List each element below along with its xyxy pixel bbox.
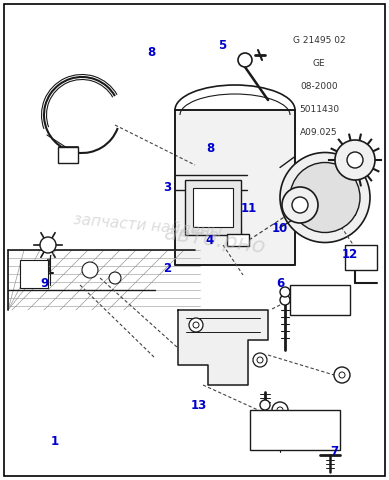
- Text: запчасти найдены: запчасти найдены: [73, 212, 223, 240]
- Circle shape: [292, 197, 308, 213]
- Text: 10: 10: [272, 221, 288, 235]
- Text: 11: 11: [241, 202, 257, 216]
- Polygon shape: [178, 310, 268, 385]
- Circle shape: [339, 372, 345, 378]
- Polygon shape: [175, 110, 295, 265]
- Text: 5011430: 5011430: [299, 106, 339, 114]
- Text: 1: 1: [51, 435, 58, 448]
- Text: 9: 9: [40, 276, 49, 290]
- Text: 6: 6: [276, 276, 284, 290]
- Bar: [20, 260, 48, 288]
- Bar: [250, 410, 340, 450]
- Text: 08-2000: 08-2000: [300, 83, 338, 91]
- Text: 13: 13: [190, 399, 207, 412]
- Circle shape: [109, 272, 121, 284]
- Ellipse shape: [280, 153, 370, 242]
- Circle shape: [282, 187, 318, 223]
- Circle shape: [257, 357, 263, 363]
- Text: 12: 12: [342, 248, 358, 261]
- Circle shape: [280, 287, 290, 297]
- Circle shape: [296, 289, 304, 297]
- Circle shape: [335, 140, 375, 180]
- Circle shape: [347, 152, 363, 168]
- Circle shape: [272, 402, 288, 418]
- Circle shape: [280, 295, 290, 305]
- Circle shape: [253, 353, 267, 367]
- Circle shape: [189, 318, 203, 332]
- Circle shape: [40, 237, 56, 253]
- Text: 3: 3: [163, 180, 171, 194]
- Circle shape: [260, 400, 270, 410]
- Bar: [227, 234, 249, 246]
- Text: 8: 8: [147, 46, 156, 60]
- Bar: [290, 285, 350, 315]
- Text: 8: 8: [206, 142, 214, 156]
- Text: G 21495 02: G 21495 02: [293, 36, 345, 45]
- Bar: [193, 188, 233, 227]
- Circle shape: [82, 262, 98, 278]
- Bar: [58, 147, 78, 163]
- Circle shape: [334, 367, 350, 383]
- Circle shape: [193, 322, 199, 328]
- Circle shape: [277, 407, 283, 413]
- Ellipse shape: [290, 163, 360, 232]
- Text: 5: 5: [217, 39, 226, 52]
- Text: GE: GE: [313, 60, 325, 68]
- Text: 7: 7: [331, 444, 338, 458]
- Bar: [345, 245, 377, 270]
- Text: авто.рно: авто.рно: [162, 223, 266, 257]
- Text: 4: 4: [206, 233, 214, 247]
- Text: A09.025: A09.025: [300, 129, 338, 137]
- Text: 2: 2: [163, 262, 171, 276]
- Circle shape: [238, 53, 252, 67]
- Bar: [185, 180, 241, 235]
